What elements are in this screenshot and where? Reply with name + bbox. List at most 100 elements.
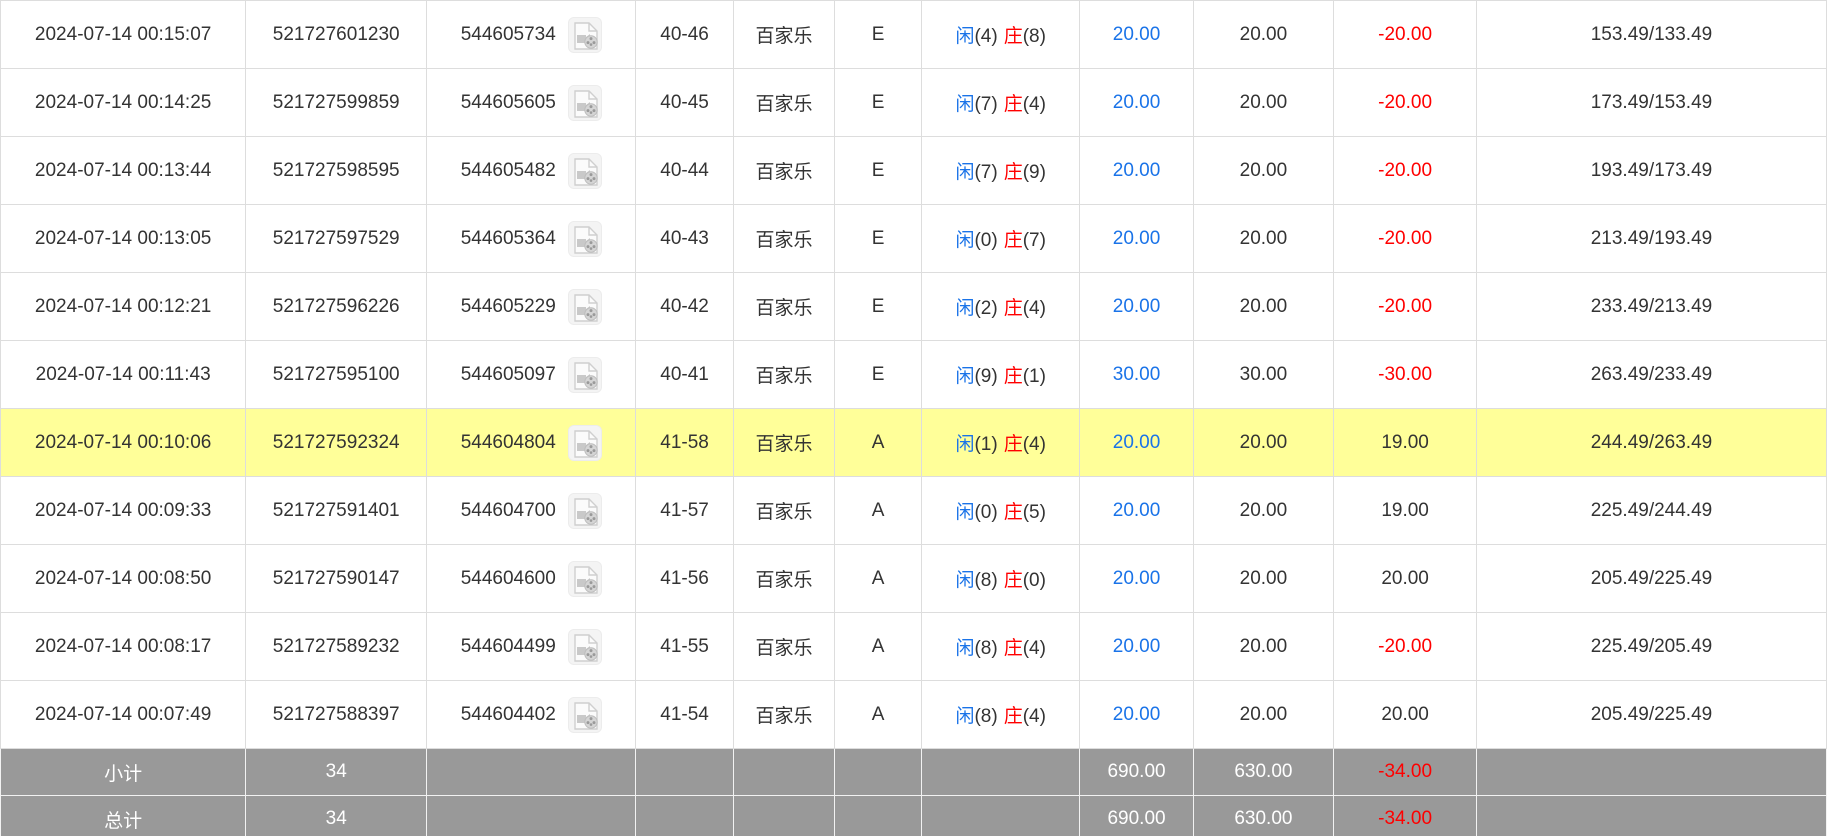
table-row: 2024-07-14 00:07:49 521727588397 544604402… (0, 680, 1827, 749)
bet-detail-player-value: (8) (974, 570, 998, 591)
cell-valid-amount: 20.00 (1192, 408, 1335, 477)
video-record-icon[interactable] (567, 492, 602, 529)
cell-balance: 193.49/173.49 (1475, 136, 1827, 205)
cell-game-name: 百家乐 (732, 0, 836, 69)
bet-amount-link[interactable]: 20.00 (1112, 703, 1161, 725)
cell-table-number: 40-43 (635, 204, 734, 273)
round-id-text: 544604804 (460, 431, 556, 453)
cell-game-name: 百家乐 (732, 68, 836, 137)
bet-amount-link[interactable]: 20.00 (1112, 431, 1161, 453)
cell-balance: 225.49/244.49 (1475, 476, 1827, 545)
cell-round-id: 544605482 (426, 136, 637, 205)
cell-seat: E (834, 272, 922, 341)
bet-detail-player-label: 闲 (955, 298, 975, 319)
video-record-icon[interactable] (567, 152, 602, 189)
cell-bet-detail: 闲(8) 庄(0) (920, 544, 1081, 613)
bet-amount-link[interactable]: 20.00 (1112, 499, 1161, 521)
total-row: 总计 34 690.00 630.00 -34.00 (0, 795, 1827, 836)
video-record-icon[interactable] (567, 220, 602, 257)
video-record-icon[interactable] (567, 560, 602, 597)
video-record-icon[interactable] (567, 696, 602, 733)
cell-round-id: 544605734 (426, 0, 637, 69)
video-record-icon[interactable] (567, 424, 602, 461)
bet-detail-banker-value: (0) (1022, 570, 1046, 591)
cell-seat: A (834, 612, 922, 681)
cell-win-loss: -20.00 (1333, 272, 1477, 341)
round-id-wrapper: 544605605 (433, 70, 629, 136)
bet-amount-link[interactable]: 30.00 (1112, 363, 1161, 385)
cell-valid-amount: 20.00 (1192, 272, 1335, 341)
summary-label: 总计 (0, 795, 247, 836)
round-id-wrapper: 544604402 (433, 682, 629, 748)
bet-detail-banker-label: 庄 (1003, 706, 1023, 727)
video-record-icon[interactable] (567, 356, 602, 393)
bet-detail-banker-label: 庄 (1003, 26, 1023, 47)
bet-amount-link[interactable]: 20.00 (1112, 567, 1161, 589)
round-id-wrapper: 544605482 (433, 138, 629, 204)
cell-bet-time: 2024-07-14 00:09:33 (0, 476, 247, 545)
bet-detail-player-value: (0) (974, 230, 998, 251)
bet-detail-player-value: (8) (974, 706, 998, 727)
video-record-icon[interactable] (567, 16, 602, 53)
video-record-icon[interactable] (567, 628, 602, 665)
table-row: 2024-07-14 00:10:06 521727592324 544604804… (0, 408, 1827, 477)
cell-win-loss: -30.00 (1333, 340, 1477, 409)
table-row: 2024-07-14 00:08:17 521727589232 544604499… (0, 612, 1827, 681)
cell-balance: 173.49/153.49 (1475, 68, 1827, 137)
cell-valid-amount: 20.00 (1192, 680, 1335, 749)
cell-game-name: 百家乐 (732, 544, 836, 613)
cell-bet-detail: 闲(4) 庄(8) (920, 0, 1081, 69)
cell-game-name: 百家乐 (732, 612, 836, 681)
cell-bet-id: 521727601230 (245, 0, 428, 69)
cell-game-name: 百家乐 (732, 680, 836, 749)
bet-amount-link[interactable]: 20.00 (1112, 295, 1161, 317)
bet-detail-player-value: (7) (974, 162, 998, 183)
cell-valid-amount: 20.00 (1192, 68, 1335, 137)
bet-amount-link[interactable]: 20.00 (1112, 635, 1161, 657)
summary-blank-table (635, 795, 734, 836)
cell-bet-detail: 闲(7) 庄(4) (920, 68, 1081, 137)
summary-blank-balance (1475, 748, 1827, 796)
video-record-icon[interactable] (567, 288, 602, 325)
round-id-text: 544604700 (460, 499, 556, 521)
cell-table-number: 41-54 (635, 680, 734, 749)
video-record-icon[interactable] (567, 84, 602, 121)
cell-game-name: 百家乐 (732, 272, 836, 341)
bet-detail-banker-value: (8) (1022, 26, 1046, 47)
cell-bet-id: 521727598595 (245, 136, 428, 205)
summary-blank-detail (920, 795, 1081, 836)
cell-bet-amount: 20.00 (1079, 136, 1194, 205)
summary-valid-amount: 630.00 (1192, 748, 1335, 796)
bet-detail-player-label: 闲 (955, 162, 975, 183)
bet-detail-banker-label: 庄 (1003, 162, 1023, 183)
cell-game-name: 百家乐 (732, 408, 836, 477)
cell-table-number: 41-57 (635, 476, 734, 545)
cell-valid-amount: 20.00 (1192, 136, 1335, 205)
round-id-wrapper: 544604499 (433, 614, 629, 680)
cell-bet-time: 2024-07-14 00:08:50 (0, 544, 247, 613)
bet-amount-link[interactable]: 20.00 (1112, 23, 1161, 45)
cell-bet-id: 521727590147 (245, 544, 428, 613)
cell-win-loss: -20.00 (1333, 0, 1477, 69)
cell-table-number: 40-41 (635, 340, 734, 409)
bet-detail-player-label: 闲 (955, 502, 975, 523)
cell-win-loss: -20.00 (1333, 612, 1477, 681)
cell-bet-time: 2024-07-14 00:15:07 (0, 0, 247, 69)
cell-bet-detail: 闲(2) 庄(4) (920, 272, 1081, 341)
bet-amount-link[interactable]: 20.00 (1112, 91, 1161, 113)
cell-bet-amount: 20.00 (1079, 680, 1194, 749)
cell-bet-id: 521727588397 (245, 680, 428, 749)
bet-amount-link[interactable]: 20.00 (1112, 227, 1161, 249)
cell-game-name: 百家乐 (732, 136, 836, 205)
cell-table-number: 40-42 (635, 272, 734, 341)
table-row: 2024-07-14 00:09:33 521727591401 544604700… (0, 476, 1827, 545)
cell-bet-detail: 闲(0) 庄(7) (920, 204, 1081, 273)
summary-blank-balance (1475, 795, 1827, 836)
bet-amount-link[interactable]: 20.00 (1112, 159, 1161, 181)
cell-seat: A (834, 476, 922, 545)
table-row: 2024-07-14 00:08:50 521727590147 544604600… (0, 544, 1827, 613)
cell-bet-amount: 20.00 (1079, 544, 1194, 613)
cell-round-id: 544605364 (426, 204, 637, 273)
